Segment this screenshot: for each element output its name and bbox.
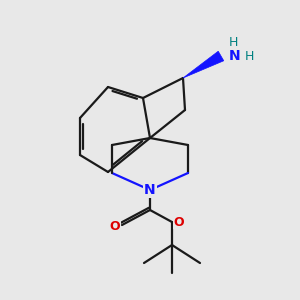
Text: H: H: [244, 50, 254, 62]
Text: N: N: [144, 183, 156, 197]
Text: O: O: [110, 220, 120, 233]
Text: N: N: [229, 49, 241, 63]
Text: N: N: [144, 183, 156, 197]
Polygon shape: [183, 51, 224, 78]
Text: O: O: [174, 215, 184, 229]
Text: H: H: [228, 35, 238, 49]
